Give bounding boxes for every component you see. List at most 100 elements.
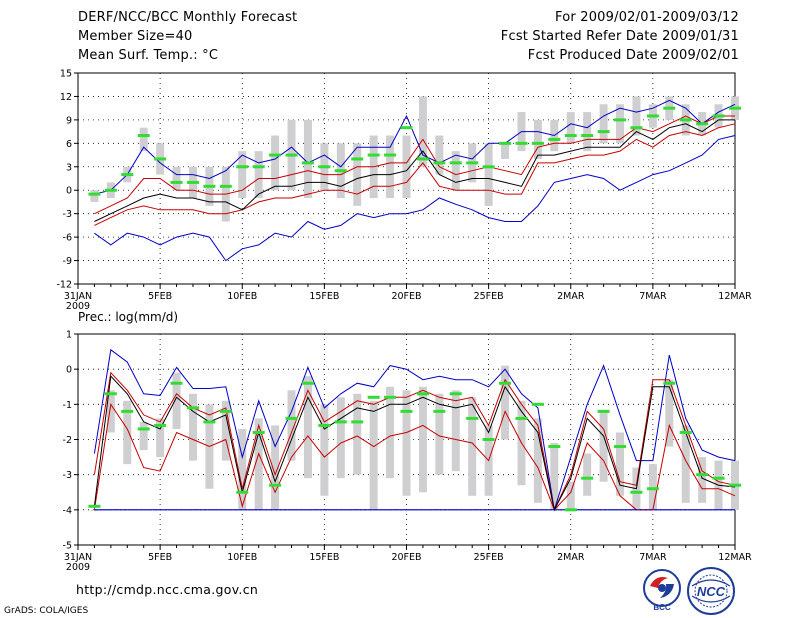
temperature-range-box: [533, 119, 542, 159]
precipitation-median-mark: [663, 381, 676, 385]
precipitation-range-box: [320, 404, 329, 496]
precipitation-range-box: [402, 390, 411, 496]
precipitation-median-mark: [466, 416, 479, 420]
temperature-median-mark: [285, 153, 298, 157]
temperature-x-year-label: 2009: [66, 301, 90, 312]
produced-date: Fcst Produced Date 2009/02/01: [527, 48, 739, 63]
precipitation-range-box: [188, 393, 197, 461]
precipitation-x-year-label: 2009: [66, 562, 90, 573]
temperature-x-tick-label: 5FEB: [148, 291, 172, 302]
temperature-range-box: [402, 135, 411, 199]
temperature-median-mark: [531, 141, 544, 145]
ncc-logo: NCC: [687, 567, 735, 615]
temperature-y-tick-label: -9: [63, 256, 72, 267]
temperature-x-tick-label: 25FEB: [474, 291, 504, 302]
temperature-median-mark: [597, 130, 610, 134]
temperature-max-line: [94, 135, 736, 262]
temperature-median-mark: [548, 137, 561, 141]
precipitation-median-mark: [712, 476, 725, 480]
temperature-x-tick-label: 2MAR: [557, 291, 585, 302]
precipitation-range-box: [106, 390, 115, 433]
precipitation-range-box: [665, 379, 674, 447]
precipitation-median-mark: [449, 392, 462, 396]
precipitation-median-mark: [416, 392, 429, 396]
precipitation-median-mark: [269, 483, 282, 487]
temperature-y-tick-label: -6: [63, 233, 72, 244]
precipitation-median-mark: [384, 395, 397, 399]
bcc-logo-text: BCC: [653, 603, 671, 612]
precipitation-range-box: [271, 425, 280, 510]
temperature-range-box: [418, 96, 427, 167]
temperature-range-box: [484, 143, 493, 206]
precipitation-max-line: [93, 348, 736, 510]
ncc-logo-text: NCC: [697, 584, 726, 599]
precipitation-median-mark: [729, 483, 741, 487]
precipitation-range-box: [501, 365, 510, 440]
started-refer-date: Fcst Started Refer Date 2009/01/31: [500, 29, 739, 44]
source-url[interactable]: http://cmdp.ncc.cma.gov.cn: [76, 582, 259, 597]
temperature-median-mark: [367, 153, 380, 157]
temperature-range-box: [501, 143, 510, 159]
precipitation-median-mark: [88, 504, 101, 508]
precipitation-median-mark: [581, 476, 594, 480]
temperature-median-mark: [630, 126, 643, 130]
precipitation-median-mark: [597, 409, 610, 413]
precipitation-range-box: [353, 393, 362, 475]
precipitation-median-mark: [433, 409, 446, 413]
precipitation-median-mark: [630, 490, 643, 494]
temperature-range-box: [599, 104, 608, 144]
temperature-range-box: [386, 135, 395, 199]
temperature-median-mark: [581, 134, 594, 138]
temperature-min-line: [94, 99, 736, 195]
temperature-median-mark: [252, 165, 265, 169]
precipitation-median-mark: [614, 445, 627, 449]
precipitation-upper-spread-line: [93, 371, 736, 512]
precipitation-median-mark: [121, 409, 134, 413]
temperature-median-mark: [729, 106, 741, 110]
precipitation-median-mark: [334, 420, 347, 424]
precipitation-median-mark: [499, 381, 512, 385]
temperature-median-mark: [384, 153, 397, 157]
temperature-median-mark: [137, 134, 150, 138]
precipitation-x-tick-label: 2MAR: [557, 552, 585, 563]
precipitation-median-mark: [301, 381, 314, 385]
precipitation-x-tick-label: 20FEB: [391, 552, 421, 563]
precipitation-y-tick-label: 0: [66, 365, 72, 376]
precipitation-range-box: [550, 443, 559, 510]
precipitation-range-box: [583, 453, 592, 496]
precipitation-y-tick-label: -5: [63, 541, 72, 552]
temperature-range-box: [566, 112, 575, 144]
precipitation-range-box: [172, 372, 181, 429]
precipitation-median-mark: [154, 423, 167, 427]
precip-panel-label: Prec.: log(mm/d): [78, 310, 179, 324]
temperature-y-tick-label: -3: [63, 209, 72, 220]
temperature-range-box: [451, 151, 460, 191]
precipitation-range-box: [468, 397, 477, 496]
precipitation-median-mark: [548, 445, 561, 449]
precipitation-range-box: [123, 400, 132, 465]
temperature-median-mark: [515, 141, 528, 145]
precipitation-x-tick-label: 12MAR: [718, 552, 752, 563]
precipitation-range-box: [238, 428, 247, 510]
temperature-range-box: [303, 119, 312, 199]
temperature-y-tick-label: 6: [66, 139, 72, 150]
precipitation-median-mark: [400, 409, 413, 413]
precipitation-median-mark: [482, 438, 495, 441]
temperature-median-mark: [154, 157, 167, 161]
temperature-median-mark: [170, 180, 183, 184]
precipitation-median-mark: [646, 487, 659, 491]
temperature-range-box: [435, 135, 444, 175]
precipitation-range-box: [254, 418, 263, 510]
precipitation-median-mark: [696, 473, 709, 477]
precipitation-range-box: [369, 400, 378, 510]
temperature-y-tick-label: 9: [66, 115, 72, 126]
temperature-median-mark: [400, 126, 413, 130]
temperature-median-mark: [236, 165, 249, 169]
precipitation-median-mark: [318, 423, 331, 427]
precipitation-x-tick-label: 15FEB: [309, 552, 339, 563]
temperature-median-mark: [334, 169, 347, 173]
precipitation-median-mark: [367, 395, 380, 399]
temperature-median-mark: [696, 122, 709, 126]
temperature-x-tick-label: 7MAR: [639, 291, 667, 302]
temperature-range-box: [271, 135, 280, 191]
